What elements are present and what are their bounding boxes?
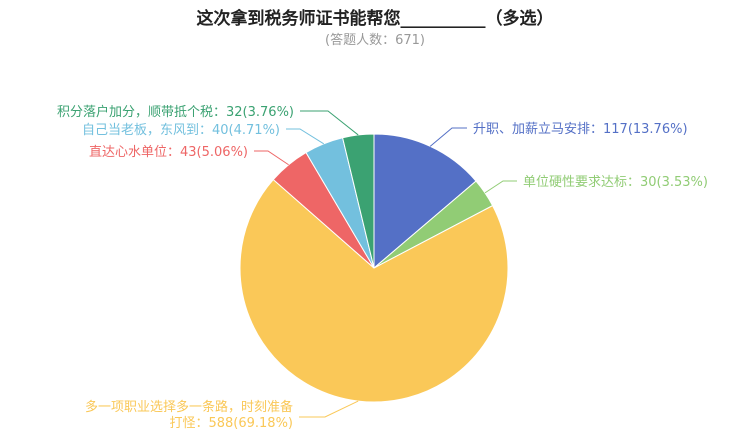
leader-lines xyxy=(254,110,517,418)
slice-label: 升职、加薪立马安排：117(13.76%) xyxy=(473,122,688,137)
slice-label-line: 直达心水单位：43(5.06%) xyxy=(89,145,248,160)
slice-label-line: 自己当老板，东风到：40(4.71%) xyxy=(82,123,280,138)
slice-label-line: 多一项职业选择多一条路，时刻准备 xyxy=(85,399,293,415)
slice-label-line: 单位硬性要求达标：30(3.53%) xyxy=(523,175,708,190)
slice-label: 自己当老板，东风到：40(4.71%) xyxy=(82,123,280,138)
leader-line xyxy=(429,127,467,147)
slice-label-line: 升职、加薪立马安排：117(13.76%) xyxy=(473,122,688,137)
slice-labels: 升职、加薪立马安排：117(13.76%) 单位硬性要求达标：30(3.53%) 多… xyxy=(57,104,708,431)
chart-title: 这次拿到税务师证书能帮您__________（多选） xyxy=(197,8,554,29)
leader-line xyxy=(286,128,325,145)
slice-label: 单位硬性要求达标：30(3.53%) xyxy=(523,175,708,190)
leader-line xyxy=(484,180,517,194)
pie-slices xyxy=(239,133,509,403)
leader-line xyxy=(299,400,359,418)
slice-label-line: 打怪：588(69.18%) xyxy=(169,416,293,431)
leader-line xyxy=(300,110,359,136)
slice-label: 积分落户加分，顺带抵个税：32(3.76%) xyxy=(57,104,294,120)
slice-label: 多一项职业选择多一条路，时刻准备打怪：588(69.18%) xyxy=(85,399,293,431)
pie-slice[interactable] xyxy=(373,133,477,270)
slice-label-line: 积分落户加分，顺带抵个税：32(3.76%) xyxy=(57,104,294,120)
slice-label: 直达心水单位：43(5.06%) xyxy=(89,145,248,160)
leader-line xyxy=(254,150,289,166)
pie-slice[interactable] xyxy=(239,178,509,403)
chart-subtitle: (答题人数：671) xyxy=(325,32,425,48)
